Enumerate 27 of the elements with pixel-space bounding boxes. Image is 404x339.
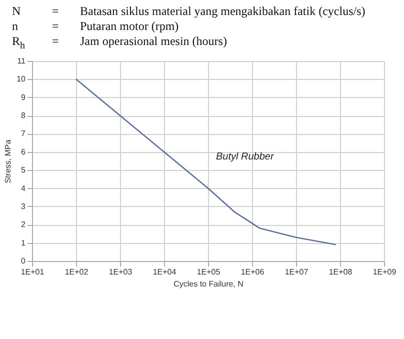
x-tick-label: 1E+03 [108,268,133,277]
y-tick-label: 4 [21,184,26,194]
y-tick-label: 3 [21,202,26,212]
y-tick-label: 2 [21,220,26,230]
y-tick-label: 9 [21,93,26,102]
text: R$_{h}$ = Jam operasional mesin (hours) [12,34,227,52]
y-tick-label: 11 [17,56,26,66]
text: N = Batasan siklus material yang mengakibakan fatik (cyclus/s) [12,4,366,18]
x-tick-label: 1E+09 [372,268,397,277]
y-tick-label: 0 [21,256,26,266]
y-tick-label: 5 [21,166,26,175]
x-tick-label: 1E+01 [20,268,45,277]
y-tick-label: 8 [21,111,26,120]
y-axis-title: Stress, MPa [4,140,13,184]
text: n = Putaran motor (rpm) [12,19,179,33]
x-tick-label: 1E+04 [152,268,177,277]
y-tick-label: 1 [21,238,26,248]
y-tick-label: 6 [21,148,26,157]
text: Butyl Rubber [216,152,274,163]
y-tick-label: 7 [21,130,26,139]
x-tick-label: 1E+07 [284,268,309,277]
y-tick-label: 10 [16,75,26,84]
x-tick-label: 1E+08 [328,268,353,277]
x-tick-label: 1E+05 [196,268,221,277]
x-axis-title: Cycles to Failure, N [174,280,244,289]
x-tick-label: 1E+06 [240,268,265,277]
x-tick-label: 1E+02 [64,268,89,277]
